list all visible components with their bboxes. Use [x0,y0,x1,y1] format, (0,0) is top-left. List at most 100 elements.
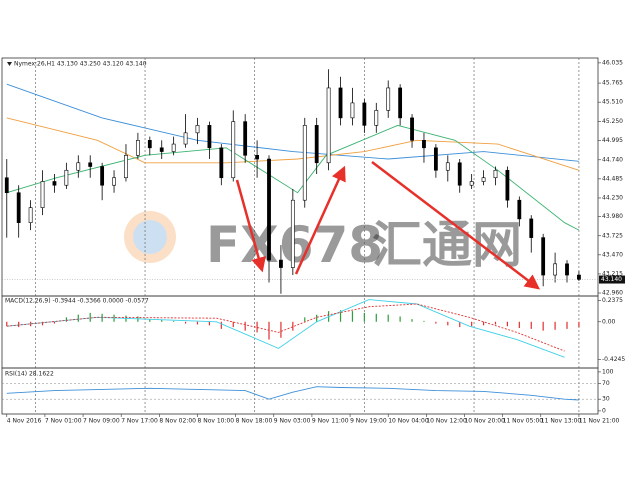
histogram-bar [304,317,306,322]
x-tick-label: 9 Nov 19:00 [350,418,387,425]
logo-core [133,220,167,254]
candle-body [481,177,486,182]
candle-body [100,166,105,186]
candle-body [314,125,319,164]
histogram-bar [339,310,342,322]
x-tick-label: 8 Nov 02:00 [159,418,196,425]
y-tick-label: 0 [602,407,606,414]
histogram-bar [459,321,461,328]
candle-body [28,207,33,223]
candle-body [231,121,236,179]
candle-body [398,87,403,119]
x-tick-label: 9 Nov 03:00 [274,418,311,425]
histogram-bar [65,317,67,322]
y-tick-label: 45.250 [602,118,623,125]
x-tick-label: 7 Nov 09:00 [83,418,120,425]
candle-body [147,140,152,149]
candle-body [350,102,355,119]
x-tick-label: 4 Nov 2016 [7,418,42,425]
x-tick-label: 11 Nov 21:00 [579,418,620,425]
histogram-bar [184,321,187,324]
histogram-bar [161,320,163,322]
x-tick-label: 8 Nov 10:00 [197,418,234,425]
x-tick-label: 11 Nov 13:00 [541,418,582,425]
candle-body [469,181,474,186]
y-tick-label: 0.2375 [602,297,623,304]
y-tick-label: 44.740 [602,156,623,163]
watermark-text: 汇通网 [372,216,522,274]
candle-body [171,143,176,152]
histogram-bar [482,321,485,326]
histogram-bar [447,321,449,326]
histogram-bar [578,321,580,328]
y-tick-label: 30 [602,396,610,403]
logo-ring [124,211,176,263]
y-tick-label: 44.485 [602,175,623,182]
candle-body [386,87,391,111]
histogram-bar [518,321,520,328]
y-tick-label: 43.980 [602,213,623,220]
histogram-bar [244,321,246,331]
indicator-line [6,299,565,358]
histogram-bar [292,321,294,331]
candle-body [553,263,557,276]
candle-body [529,218,534,238]
candle-body [112,177,116,186]
y-tick-label: 44.230 [602,194,623,201]
histogram-bar [196,321,199,325]
indicator-line [6,386,579,401]
histogram-bar [149,319,151,322]
histogram-bar [232,321,234,328]
candle-body [207,125,212,149]
y-tick-label: 45.510 [602,99,623,106]
x-tick-label: 10 Nov 04:00 [388,418,429,425]
y-tick-label: 43.725 [602,232,623,239]
candle-body [195,125,200,134]
histogram-bar [173,320,175,322]
y-tick-label: 43.470 [602,251,623,258]
y-tick-label: 0.00 [602,318,616,325]
y-tick-label: -0.4245 [602,356,625,363]
x-tick-label: 9 Nov 11:00 [312,418,349,425]
indicator-line [6,117,580,171]
candle-body [267,158,271,261]
x-tick-label: 10 Nov 20:00 [464,418,505,425]
histogram-bar [542,321,544,331]
candle-body [159,147,164,152]
arrow [371,161,540,290]
watermark-logo [124,211,176,263]
candle-body [577,274,581,280]
histogram-bar [316,314,318,322]
candle-body [410,117,414,141]
candle-body [505,169,510,201]
histogram-bar [554,321,556,330]
menu-icon[interactable] [7,62,12,66]
histogram-bar [387,314,389,322]
histogram-bar [471,321,473,327]
candle-body [124,154,128,179]
candle-body [76,162,81,171]
histogram-bar [566,321,568,329]
y-tick-label: 46.035 [602,59,623,66]
histogram-bar [280,321,282,338]
last-price-label: 43.140 [601,276,622,283]
candle-body [88,162,93,167]
histogram-bar [435,321,437,324]
candle-body [290,199,295,268]
histogram-bar [506,321,509,327]
candle-body [338,87,343,119]
histogram-bar [53,321,56,324]
macd-title: MACD(12,26,9) -0.3944 -0.3366 0.0000 -0.… [5,298,149,305]
candle-body [565,263,569,276]
histogram-bar [351,311,354,322]
arrow [235,179,266,273]
y-tick-label: 70 [602,380,610,387]
candle-body [326,87,331,164]
rsi-title: RSI(14) 28.1622 [5,371,54,378]
histogram-bar [89,312,91,322]
histogram-bar [375,313,377,322]
y-tick-label: 44.995 [602,137,623,144]
histogram-bar [494,321,497,325]
